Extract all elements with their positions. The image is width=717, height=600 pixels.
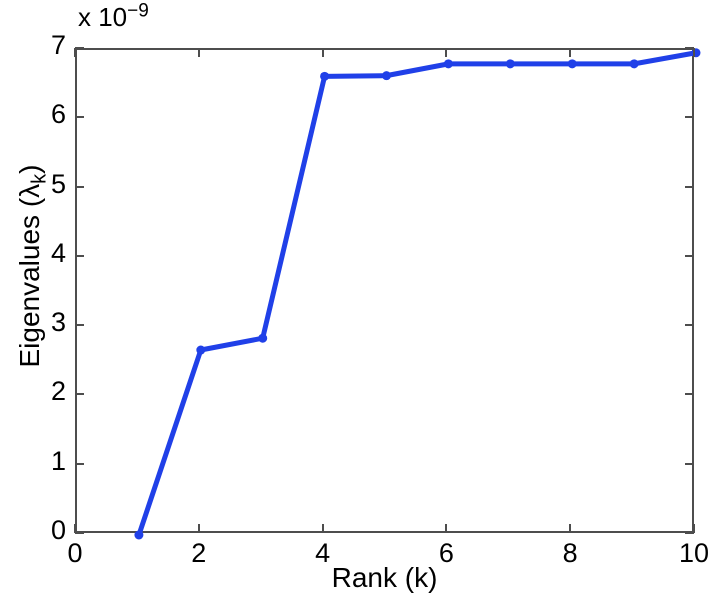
y-axis-exponent-label: x 10−9 (78, 1, 149, 32)
y-axis-tick-mark (685, 462, 694, 465)
y-axis-tick-label: 5 (50, 168, 66, 199)
plot-area (75, 48, 701, 540)
x-axis-tick-mark (569, 48, 572, 57)
data-point (567, 59, 577, 69)
exponent-power-text: −9 (127, 0, 149, 22)
y-axis-tick-mark (685, 393, 694, 396)
y-axis-tick-label: 3 (50, 307, 66, 338)
x-axis-tick-mark (693, 524, 695, 533)
x-axis-tick-label: 8 (562, 538, 578, 568)
y-axis-tick-label: 2 (50, 376, 66, 407)
y-axis-tick-mark (75, 47, 84, 49)
y-axis-tick-label: 1 (50, 445, 66, 476)
x-axis-tick-label: 4 (315, 538, 331, 568)
y-axis-tick-mark (75, 324, 84, 327)
y-axis-tick-mark (685, 532, 694, 534)
x-axis-tick-label: 10 (678, 538, 710, 568)
y-axis-tick-label: 6 (50, 99, 66, 130)
y-axis-tick-label: 4 (50, 237, 66, 268)
y-axis-tick-mark (75, 393, 84, 396)
x-axis-tick-mark (321, 48, 324, 57)
y-axis-tick-mark (685, 254, 694, 257)
y-axis-tick-label: 0 (50, 515, 66, 545)
x-axis-tick-mark (197, 524, 200, 533)
data-point (505, 59, 515, 69)
chart-plot-svg (134, 48, 701, 540)
y-axis-tick-mark (75, 532, 84, 534)
x-axis-tick-label: 6 (438, 538, 454, 568)
data-point (134, 530, 144, 540)
data-point (382, 71, 391, 81)
x-axis-tick-mark (74, 524, 76, 533)
x-axis-tick-label: 0 (67, 538, 83, 568)
x-axis-tick-label: 2 (191, 538, 207, 568)
data-point (320, 71, 330, 81)
y-axis-tick-mark (685, 116, 694, 119)
data-point (196, 345, 206, 355)
data-point (258, 333, 268, 343)
y-axis-label-close: ) (14, 164, 45, 174)
x-axis-tick-mark (445, 524, 448, 533)
x-axis-tick-mark (197, 48, 200, 57)
x-axis-tick-mark (74, 48, 76, 57)
y-axis-tick-mark (75, 254, 84, 257)
x-axis-label: Rank (k) (331, 562, 438, 593)
data-point (443, 59, 453, 69)
data-series-line (136, 50, 699, 538)
data-point (629, 59, 639, 69)
y-axis-label-subscript: k (28, 173, 51, 184)
y-axis-tick-label: 7 (50, 30, 66, 60)
y-axis-tick-mark (685, 185, 694, 188)
y-axis-tick-mark (75, 462, 84, 465)
y-axis-tick-mark (75, 185, 84, 188)
x-axis-tick-mark (321, 524, 324, 533)
y-axis-label: Eigenvalues (λk) (14, 26, 51, 506)
y-axis-tick-mark (75, 116, 84, 119)
y-axis-label-text: Eigenvalues (λ (14, 183, 45, 368)
x-axis-tick-mark (569, 524, 572, 533)
x-axis-tick-mark (445, 48, 448, 57)
exponent-mantissa-text: x 10 (78, 2, 128, 32)
y-axis-tick-mark (685, 47, 694, 49)
x-axis-tick-mark (693, 48, 695, 57)
data-series-markers (134, 48, 701, 540)
y-axis-tick-mark (685, 324, 694, 327)
